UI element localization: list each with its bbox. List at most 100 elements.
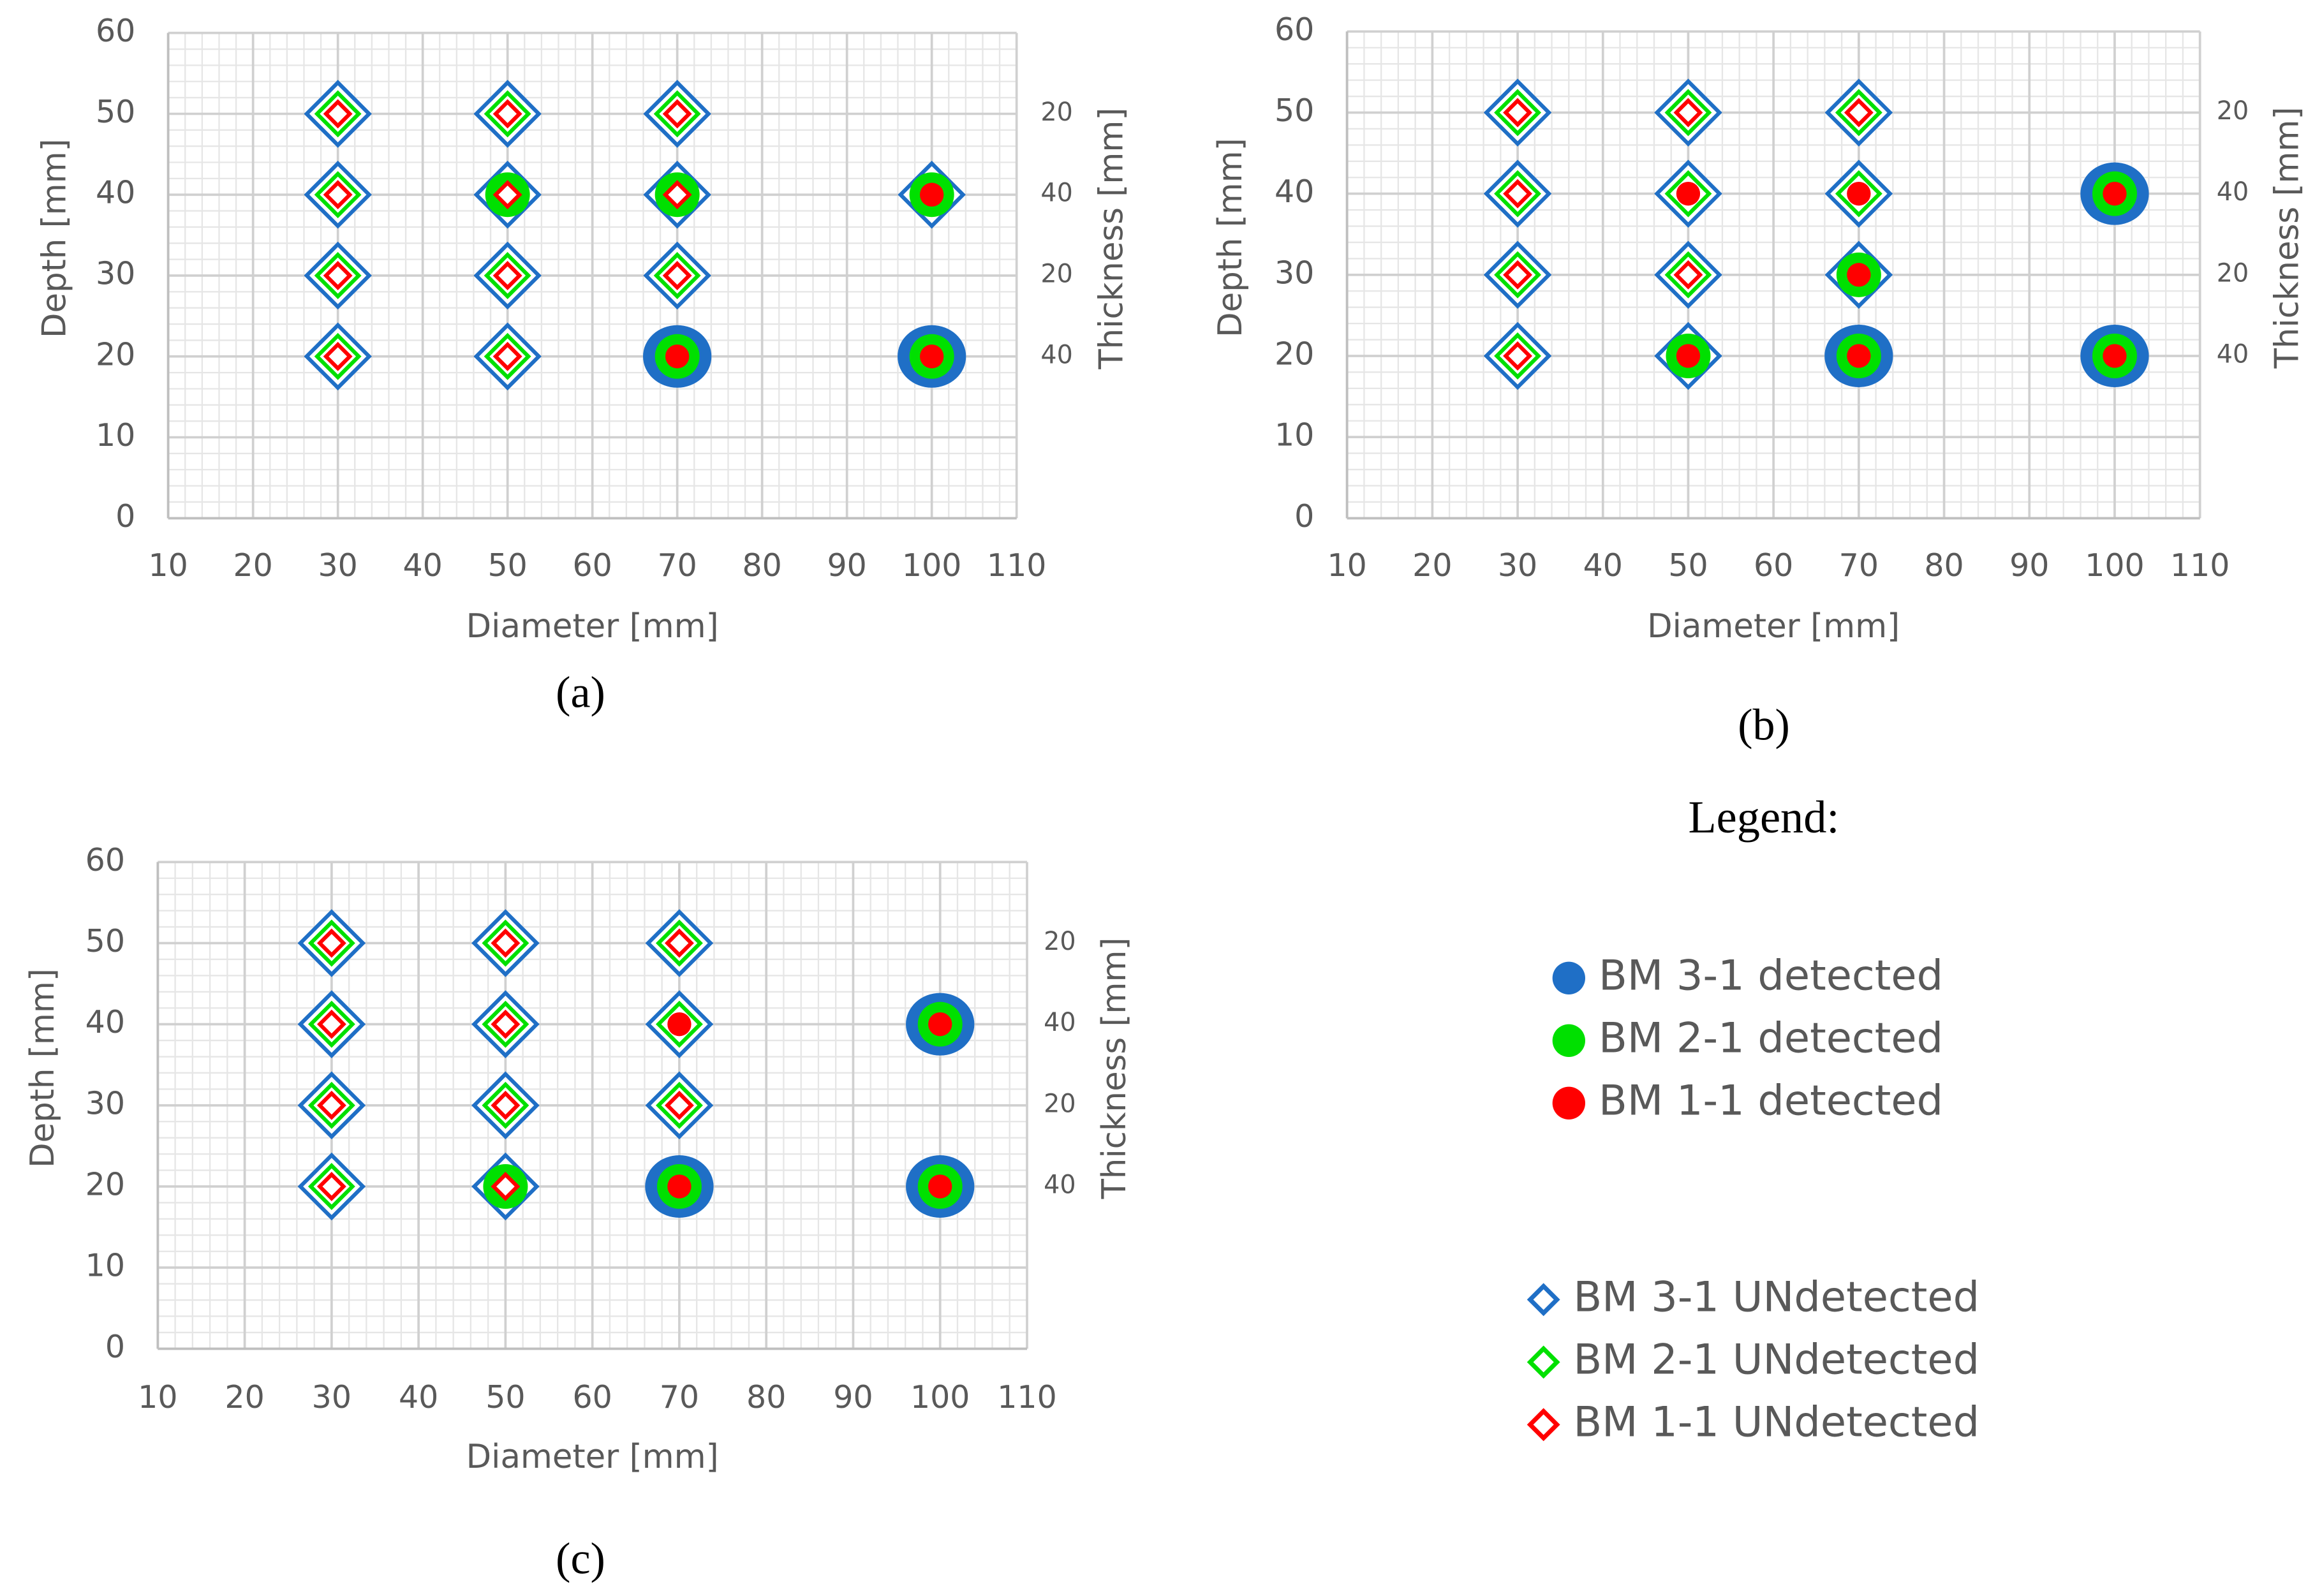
undetected-marker	[664, 928, 694, 958]
detected-marker	[1847, 182, 1871, 206]
x-tick-label: 70	[657, 547, 697, 584]
detected-marker	[1847, 344, 1871, 368]
right-tick-label: 20	[1044, 1089, 1076, 1118]
right-tick-label: 40	[1044, 1008, 1076, 1037]
detected-marker	[665, 344, 690, 369]
detected-marker	[667, 1012, 691, 1037]
y-tick-label: 60	[1275, 11, 1314, 48]
right-tick-label: 20	[1040, 260, 1072, 289]
x-tick-label: 90	[827, 547, 866, 584]
x-tick-label: 30	[318, 547, 357, 584]
y-tick-label: 50	[96, 94, 135, 130]
undetected-marker	[323, 261, 353, 290]
x-tick-label: 60	[572, 547, 612, 584]
legend-marker	[1527, 1283, 1560, 1317]
y-axis-label: Depth [mm]	[24, 968, 62, 1168]
undetected-marker	[491, 928, 521, 958]
x-tick-label: 90	[2009, 547, 2049, 584]
x-tick-label: 20	[1412, 547, 1452, 584]
x-axis-label: Diameter [mm]	[466, 607, 719, 646]
x-tick-label: 100	[902, 547, 962, 584]
x-tick-label: 30	[1498, 547, 1537, 584]
x-tick-label: 10	[1327, 547, 1366, 584]
undetected-marker	[662, 261, 692, 290]
x-tick-label: 110	[997, 1379, 1057, 1415]
legend-title: Legend:	[1689, 792, 1840, 843]
y-axis-label: Depth [mm]	[1211, 138, 1250, 337]
undetected-marker	[323, 341, 353, 371]
x-tick-label: 10	[148, 547, 188, 584]
panel-label: (b)	[1738, 701, 1790, 750]
y-tick-label: 10	[96, 417, 135, 454]
y-tick-label: 20	[96, 336, 135, 373]
y-tick-label: 30	[85, 1085, 125, 1121]
x-tick-label: 40	[399, 1379, 438, 1415]
right-tick-label: 40	[1044, 1171, 1076, 1200]
legend-label: BM 2-1 UNdetected	[1573, 1335, 1979, 1384]
undetected-marker	[323, 99, 353, 129]
x-tick-label: 40	[403, 547, 442, 584]
y-tick-label: 40	[85, 1004, 125, 1040]
y-tick-label: 0	[115, 498, 135, 535]
x-tick-label: 100	[910, 1379, 970, 1415]
y-tick-label: 30	[1275, 255, 1314, 291]
right-tick-label: 40	[2217, 339, 2249, 369]
legend-marker	[1552, 961, 1585, 994]
undetected-marker	[1503, 260, 1533, 290]
y-axis-label: Depth [mm]	[36, 138, 74, 338]
panel-label: (c)	[556, 1534, 605, 1583]
y-tick-label: 60	[96, 13, 135, 49]
detected-marker	[920, 344, 944, 369]
y-tick-label: 50	[85, 923, 125, 959]
legend-marker	[1527, 1408, 1560, 1442]
x-tick-label: 110	[2170, 547, 2230, 584]
undetected-marker	[1673, 98, 1703, 128]
y-tick-label: 60	[85, 842, 125, 878]
x-tick-label: 30	[312, 1379, 351, 1415]
y-tick-label: 0	[105, 1329, 125, 1365]
x-tick-label: 80	[1924, 547, 1963, 584]
x-tick-label: 50	[485, 1379, 525, 1415]
y-tick-label: 50	[1275, 92, 1314, 129]
y2-axis-label: Thickness [mm]	[2268, 107, 2307, 369]
right-tick-label: 20	[2217, 96, 2249, 126]
right-tick-label: 20	[1040, 98, 1072, 127]
y-tick-label: 10	[1275, 417, 1314, 454]
undetected-marker	[492, 180, 522, 210]
right-tick-label: 20	[2217, 258, 2249, 288]
detected-marker	[1676, 344, 1701, 368]
detected-marker	[920, 182, 944, 207]
detected-marker	[1847, 263, 1871, 287]
detected-marker	[2103, 344, 2127, 368]
y-tick-label: 20	[1275, 336, 1314, 372]
right-tick-label: 40	[2217, 177, 2249, 207]
x-tick-label: 80	[742, 547, 781, 584]
undetected-marker	[1503, 179, 1533, 209]
x-tick-label: 60	[1754, 547, 1793, 584]
x-tick-label: 80	[746, 1379, 786, 1415]
right-tick-label: 40	[1040, 179, 1072, 208]
x-tick-label: 20	[233, 547, 272, 584]
undetected-marker	[491, 1172, 521, 1201]
x-tick-label: 10	[138, 1379, 177, 1415]
x-axis-label: Diameter [mm]	[466, 1438, 719, 1476]
x-tick-label: 70	[660, 1379, 699, 1415]
y-tick-label: 20	[85, 1167, 125, 1203]
x-tick-label: 70	[1839, 547, 1879, 584]
detected-marker	[667, 1174, 691, 1199]
legend-marker	[1552, 1086, 1585, 1119]
undetected-marker	[316, 1090, 346, 1120]
chart: 10 20 30 40 50 60 70 80 90 100 110 0 10 20 30 40 50 60 20 4…	[24, 842, 1134, 1584]
x-tick-label: 20	[225, 1379, 264, 1415]
undetected-marker	[491, 1090, 521, 1120]
undetected-marker	[316, 1009, 346, 1039]
detected-marker	[928, 1012, 952, 1037]
y-tick-label: 30	[96, 256, 135, 292]
y-tick-label: 40	[96, 175, 135, 211]
legend-label: BM 1-1 detected	[1599, 1076, 1943, 1125]
legend-marker	[1552, 1024, 1585, 1057]
undetected-marker	[1673, 260, 1703, 290]
y2-axis-label: Thickness [mm]	[1092, 108, 1130, 370]
